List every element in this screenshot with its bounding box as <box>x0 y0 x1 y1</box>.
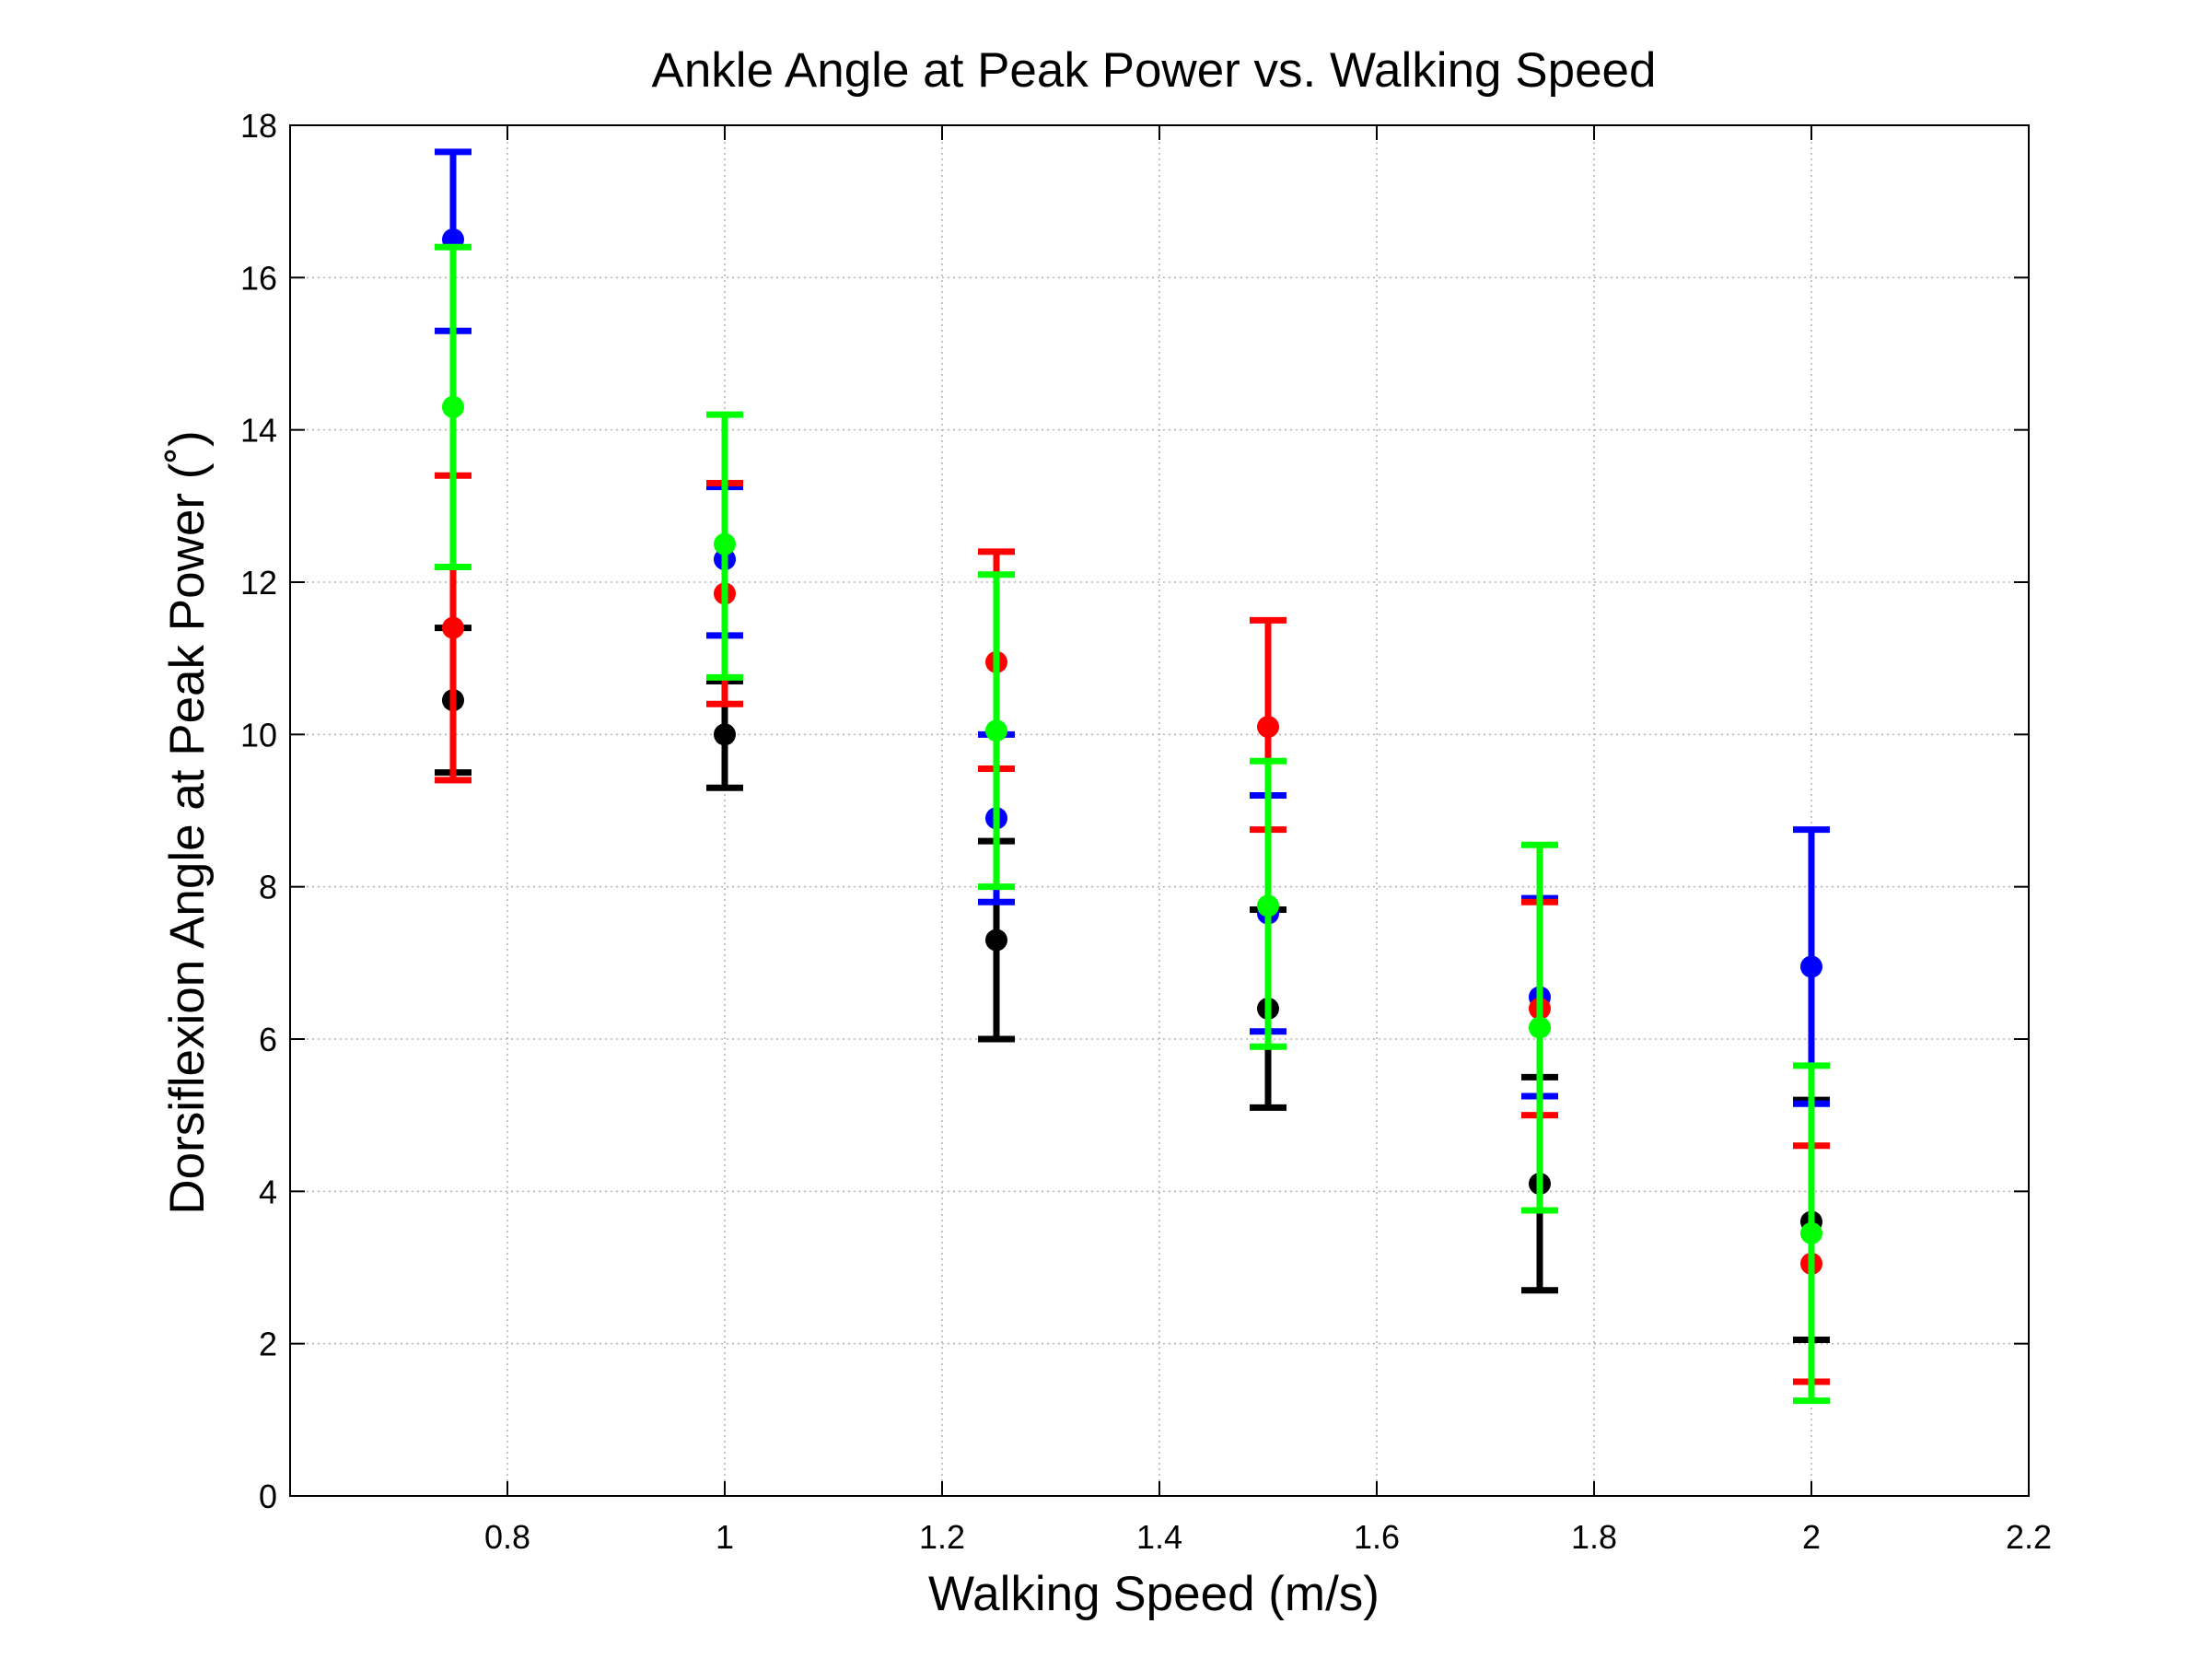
series-3 <box>435 243 1830 1405</box>
x-tick-label: 1.4 <box>1136 1518 1182 1556</box>
data-point <box>442 395 464 418</box>
data-series <box>435 148 1830 1405</box>
y-axis-label: Dorsiflexion Angle at Peak Power (˚) <box>160 430 215 1214</box>
data-point <box>714 723 736 746</box>
series-2 <box>435 472 1830 1385</box>
data-point <box>1800 955 1822 978</box>
y-tick-label: 18 <box>240 107 277 145</box>
x-tick-label: 0.8 <box>484 1518 530 1556</box>
data-point <box>1257 716 1279 739</box>
chart-title: Ankle Angle at Peak Power vs. Walking Sp… <box>651 43 1656 98</box>
y-tick-label: 14 <box>240 412 277 450</box>
x-axis-label: Walking Speed (m/s) <box>928 1567 1380 1621</box>
y-tick-label: 4 <box>259 1173 277 1210</box>
x-tick-label: 1.2 <box>919 1518 965 1556</box>
y-tick-label: 6 <box>259 1021 277 1058</box>
y-tick-label: 12 <box>240 564 277 602</box>
series-1 <box>435 148 1830 1107</box>
x-tick-label: 2 <box>1802 1518 1821 1556</box>
data-point <box>442 616 464 639</box>
grid-lines <box>290 125 2029 1496</box>
x-tick-label: 1.8 <box>1571 1518 1617 1556</box>
x-tick-label: 2.2 <box>2006 1518 2052 1556</box>
data-point <box>985 929 1007 952</box>
data-point <box>1529 1016 1551 1039</box>
y-tick-label: 16 <box>240 259 277 297</box>
data-point <box>714 532 736 555</box>
data-point <box>1257 894 1279 917</box>
data-point <box>1800 1221 1822 1244</box>
data-point <box>985 719 1007 742</box>
y-tick-label: 0 <box>259 1478 277 1515</box>
x-tick-label: 1 <box>716 1518 734 1556</box>
y-tick-label: 8 <box>259 869 277 906</box>
y-tick-label: 2 <box>259 1326 277 1363</box>
y-tick-label: 10 <box>240 716 277 754</box>
axis-ticks: 0.8 1 1.2 1.4 1.6 1.8 2 2.2 0 2 4 6 8 10 12 14 16 18 <box>240 107 2052 1556</box>
x-tick-label: 1.6 <box>1354 1518 1400 1556</box>
